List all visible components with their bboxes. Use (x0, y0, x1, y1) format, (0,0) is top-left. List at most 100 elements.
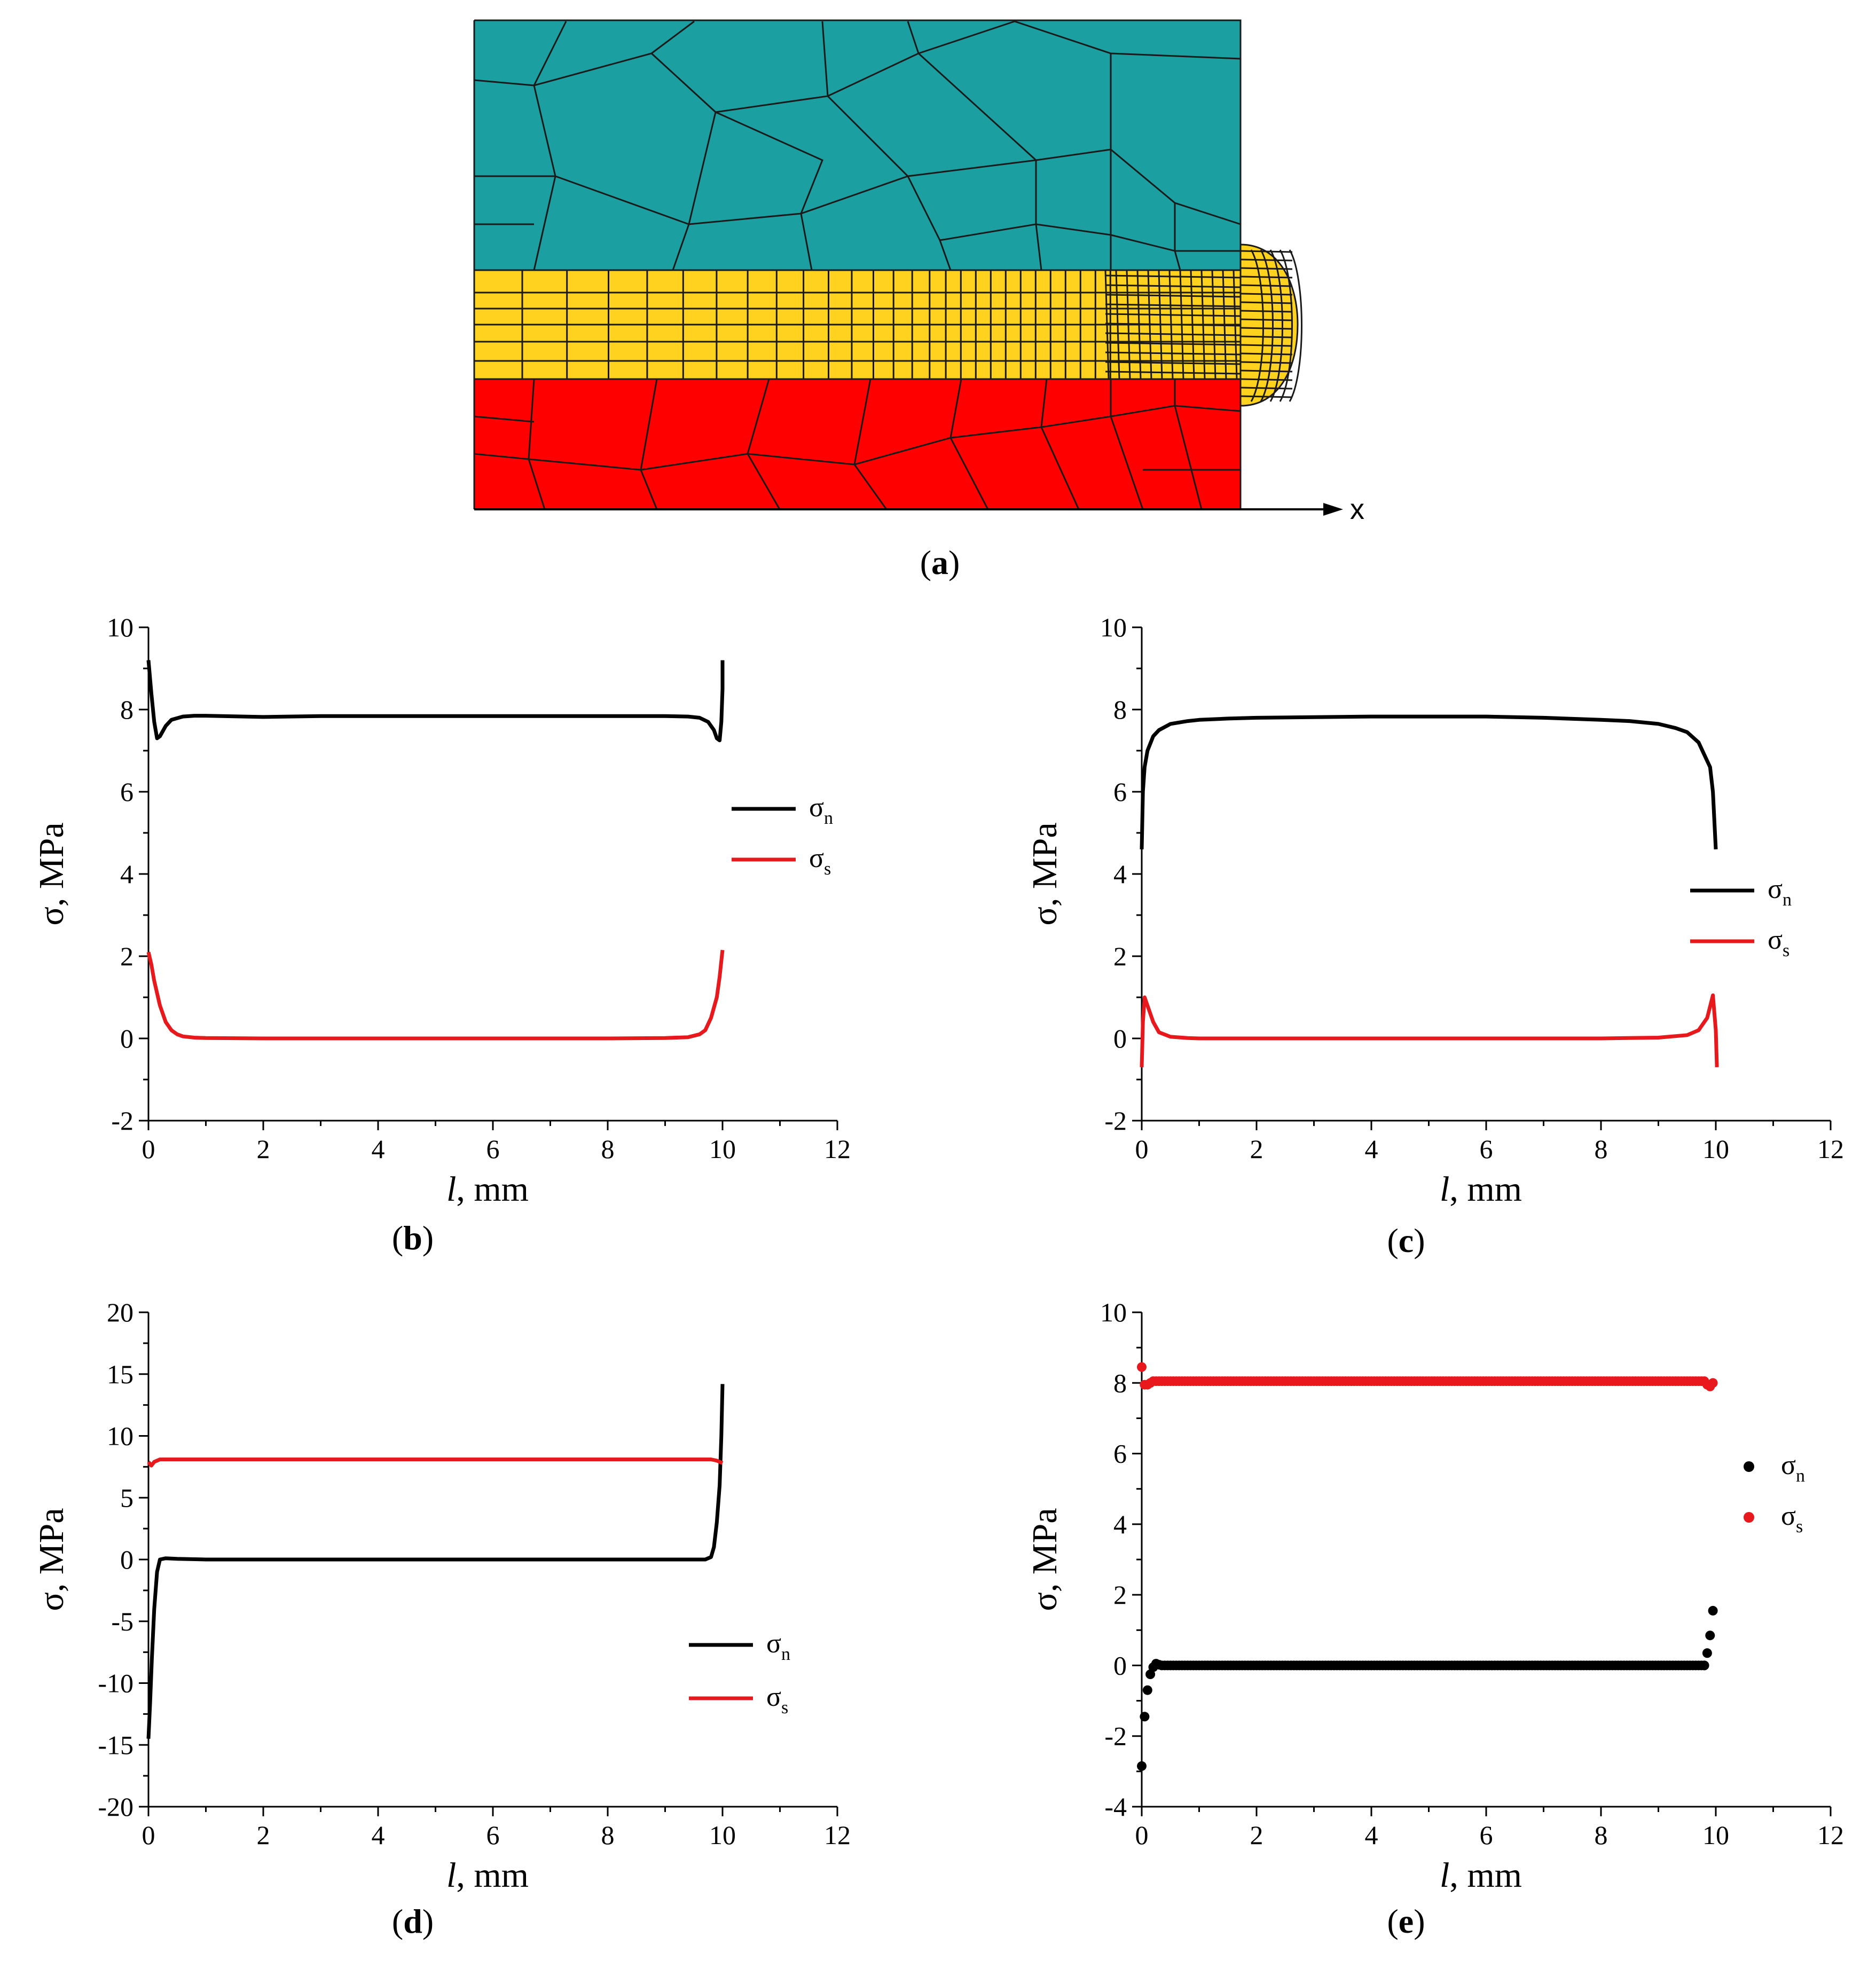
x-tick-label: 6 (1480, 1134, 1493, 1164)
y-axis-title: σ, MPa (32, 1508, 71, 1611)
y-tick-label: -2 (111, 1106, 134, 1136)
panel-label-b: (b) (392, 1219, 434, 1257)
legend-label-n: σn (1781, 1450, 1805, 1486)
x-tick-label: 6 (1480, 1820, 1493, 1850)
y-tick-label: 2 (120, 941, 134, 971)
mesh-edge (1240, 284, 1293, 287)
series-line-n (146, 660, 725, 743)
panel-label-c: (c) (1387, 1222, 1425, 1259)
series-line-n (146, 1384, 725, 1739)
mesh-edge (1115, 270, 1120, 380)
x-tick-label: 4 (1365, 1820, 1378, 1850)
legend-swatch-s (1744, 1512, 1754, 1523)
y-tick-label: 10 (1100, 1297, 1127, 1327)
x-tick-label: 6 (486, 1134, 500, 1164)
y-tick-label: 20 (107, 1297, 134, 1327)
y-tick-label: 4 (1113, 859, 1127, 889)
mesh-edge (1105, 351, 1241, 356)
y-axis-title: σ, MPa (32, 822, 71, 925)
y-tick-label: 10 (1100, 612, 1127, 642)
y-tick-label: -15 (98, 1730, 134, 1760)
y-tick-label: 8 (1113, 1368, 1127, 1398)
y-tick-label: 10 (107, 612, 134, 642)
x-axis-title: l, mm (446, 1170, 529, 1209)
series-line-s (147, 1458, 724, 1468)
mesh-edge (1240, 378, 1293, 381)
y-tick-label: 4 (1113, 1509, 1127, 1539)
y-tick-label: 6 (120, 777, 134, 807)
mesh-edge (1240, 395, 1293, 398)
legend-label-n: σn (809, 792, 833, 828)
x-tick-label: 8 (1595, 1134, 1608, 1164)
data-point-s (1137, 1362, 1147, 1372)
data-point-n (1702, 1648, 1712, 1658)
mesh-edge (1250, 249, 1264, 402)
mesh-edge (1240, 267, 1293, 270)
x-tick-label: 0 (1135, 1134, 1149, 1164)
y-tick-label: 0 (120, 1545, 134, 1574)
y-tick-label: -5 (111, 1606, 134, 1636)
x-tick-label: 0 (142, 1820, 155, 1850)
mesh-edge (473, 19, 1242, 509)
data-point-n (1137, 1761, 1147, 1771)
mesh-edge (1240, 361, 1293, 364)
mesh-edge (1105, 342, 1241, 346)
data-point-s (1708, 1378, 1718, 1388)
x-tick-label: 8 (601, 1820, 615, 1850)
mesh-edge (1240, 335, 1293, 338)
y-tick-label: 15 (107, 1359, 134, 1389)
x-tick-label: 10 (709, 1134, 736, 1164)
x-tick-label: 0 (1135, 1820, 1149, 1850)
x-tick-label: 0 (142, 1134, 155, 1164)
y-axis-title: σ, MPa (1025, 1508, 1064, 1611)
y-axis-title: σ, MPa (1025, 822, 1064, 925)
y-tick-label: 10 (107, 1421, 134, 1451)
legend-swatch-n (1744, 1461, 1754, 1472)
y-tick-label: 4 (120, 859, 134, 889)
x-tick-label: 6 (486, 1820, 500, 1850)
x-tick-label: 2 (257, 1820, 270, 1850)
legend-label-s: σs (766, 1682, 788, 1718)
legend-label-s: σs (1781, 1501, 1803, 1537)
y-tick-label: 6 (1113, 1439, 1127, 1469)
mesh-edge (1105, 294, 1241, 298)
mesh-edge (1105, 274, 1241, 279)
x-tick-label: 4 (372, 1134, 385, 1164)
mesh-panel: x (a) (473, 19, 1364, 581)
mesh-edge (1240, 250, 1293, 253)
x-axis-letter: x (1350, 493, 1364, 525)
chart-panel-b: 0 2 4 6 8 10 12 -2 0 2 4 6 8 10 l, mm σ, MPa σn σs (b) (32, 612, 851, 1257)
mesh-edge (1240, 301, 1293, 304)
y-tick-label: 8 (120, 695, 134, 724)
y-tick-label: 0 (1113, 1650, 1127, 1680)
x-tick-label: 10 (1702, 1820, 1729, 1850)
mesh-edge (1222, 270, 1227, 380)
data-point-n (1699, 1660, 1709, 1671)
y-tick-label: -10 (98, 1668, 134, 1698)
legend-label-n: σn (766, 1628, 790, 1664)
data-point-n (1708, 1605, 1718, 1616)
y-tick-label: 8 (1113, 695, 1127, 724)
data-point-n (1140, 1712, 1150, 1722)
y-tick-label: 6 (1113, 777, 1127, 807)
mesh-edge (1240, 344, 1293, 347)
mesh-edge (1289, 249, 1302, 402)
mesh-edge (1240, 369, 1293, 373)
y-tick-label: -2 (1104, 1721, 1127, 1751)
y-tick-label: -4 (1104, 1792, 1127, 1822)
chart-panel-c: 0 2 4 6 8 10 12 -2 0 2 4 6 8 10 l, mm σ, MPa σn σs (c) (1025, 612, 1844, 1259)
chart-panel-d: 0 2 4 6 8 10 12 -20 -15 -10 -5 0 5 10 15 20 l, mm σ, MPa σ… (32, 1297, 851, 1940)
x-tick-label: 10 (1702, 1134, 1729, 1164)
y-tick-label: 0 (120, 1023, 134, 1053)
y-tick-label: -2 (1104, 1106, 1127, 1136)
mesh-edge (1105, 371, 1241, 375)
x-axis-title: l, mm (1440, 1170, 1522, 1209)
x-axis-arrow: x (474, 493, 1364, 525)
mesh-edge (1240, 318, 1293, 321)
x-tick-label: 2 (1250, 1820, 1263, 1850)
mesh-edge (1240, 327, 1293, 330)
legend-label-n: σn (1768, 874, 1792, 910)
y-tick-label: 0 (1113, 1023, 1127, 1053)
data-point-n (1142, 1685, 1152, 1695)
